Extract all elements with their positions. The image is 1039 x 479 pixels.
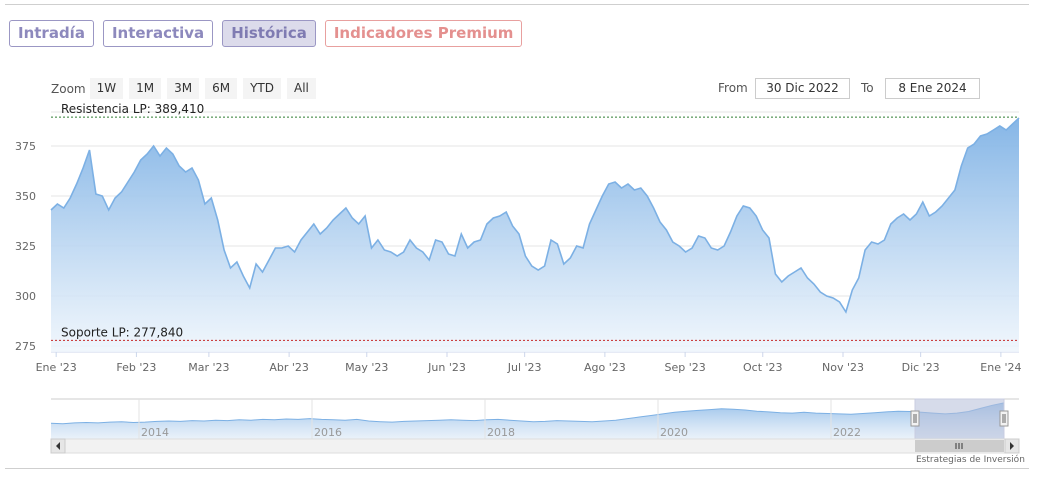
x-tick-label: Ene '23: [36, 361, 77, 374]
to-date-input[interactable]: 8 Ene 2024: [885, 78, 980, 99]
navigator-year-label: 2022: [833, 426, 861, 439]
price-line: [50, 117, 1020, 314]
navigator-handle-left: [910, 410, 920, 427]
x-tick-label: Abr '23: [269, 361, 309, 374]
x-tick-label: Jun '23: [427, 361, 466, 374]
y-tick-label: 275: [15, 340, 36, 353]
navigator-line: [50, 402, 1005, 425]
zoom-3m-button[interactable]: 3M: [167, 78, 200, 99]
y-tick-label: 300: [15, 290, 36, 303]
tab-historica[interactable]: Histórica: [222, 20, 316, 47]
x-tick-label: Mar '23: [188, 361, 229, 374]
zoom-label: Zoom: [51, 81, 86, 96]
x-tick-label: Dic '23: [902, 361, 940, 374]
y-axis: 275 300 325 350 375: [15, 140, 36, 353]
navigator-year-label: 2020: [660, 426, 688, 439]
x-tick-label: Ago '23: [584, 361, 626, 374]
x-tick-label: Feb '23: [116, 361, 156, 374]
arrow-right-icon: [1010, 442, 1014, 450]
tab-interactiva[interactable]: Interactiva: [102, 20, 214, 47]
navigator-handle-right: [999, 410, 1009, 427]
x-tick-label: Sep '23: [664, 361, 705, 374]
bottom-divider: [5, 468, 1029, 469]
y-tick-label: 325: [15, 240, 36, 253]
x-tick-label: Ene '24: [980, 361, 1021, 374]
support-resistance-lines: Resistencia LP: 389,410 Soporte LP: 277,8…: [51, 102, 1019, 341]
x-tick-label: Nov '23: [822, 361, 864, 374]
top-divider: [5, 4, 1029, 5]
support-label: Soporte LP: 277,840: [61, 325, 183, 339]
resistance-label: Resistencia LP: 389,410: [61, 102, 204, 116]
x-tick-label: Jul '23: [507, 361, 542, 374]
tab-intradia[interactable]: Intradía: [9, 20, 94, 47]
zoom-ytd-button[interactable]: YTD: [243, 78, 281, 99]
navigator-year-label: 2016: [314, 426, 342, 439]
x-tick-label: Oct '23: [743, 361, 783, 374]
zoom-selector: Zoom 1W 1M 3M 6M YTD All: [51, 78, 322, 99]
arrow-left-icon: [56, 442, 60, 450]
price-area: [51, 118, 1019, 352]
x-axis: Ene '23 Feb '23 Mar '23 Abr '23 May '23 Jun '…: [36, 351, 1021, 374]
navigator[interactable]: 2014 2016 2018 2020 2022: [50, 398, 1020, 454]
zoom-all-button[interactable]: All: [287, 78, 316, 99]
zoom-1w-button[interactable]: 1W: [89, 78, 124, 99]
chart-tabs: Intradía Interactiva Histórica Indicador…: [9, 20, 523, 47]
from-date-input[interactable]: 30 Dic 2022: [755, 78, 850, 99]
zoom-6m-button[interactable]: 6M: [205, 78, 238, 99]
navigator-year-label: 2014: [141, 426, 169, 439]
navigator-selection: [914, 398, 1005, 440]
y-tick-label: 350: [15, 190, 36, 203]
zoom-1m-button[interactable]: 1M: [129, 78, 162, 99]
watermark-text: Estrategias de Inversión: [916, 455, 1025, 465]
to-label: To: [861, 81, 874, 95]
x-tick-label: May '23: [345, 361, 388, 374]
navigator-scrollbar: [50, 438, 1020, 454]
navigator-year-label: 2018: [487, 426, 515, 439]
y-tick-label: 375: [15, 140, 36, 153]
tab-indicadores-premium[interactable]: Indicadores Premium: [324, 20, 523, 47]
from-label: From: [718, 81, 748, 95]
